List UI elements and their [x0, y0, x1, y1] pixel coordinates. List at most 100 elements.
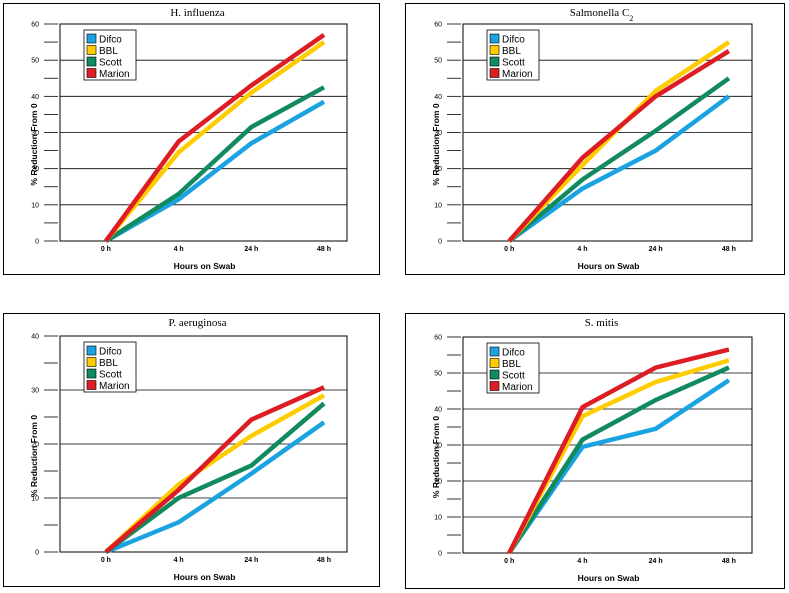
- x-tick-label: 4 h: [174, 557, 184, 564]
- y-tick-label: 50: [434, 58, 442, 65]
- legend-swatch: [86, 45, 97, 55]
- y-tick-label: 60: [434, 335, 442, 342]
- plot-frame: [59, 335, 348, 553]
- legend-label: BBL: [502, 46, 521, 57]
- x-tick-label: 24 h: [244, 557, 258, 564]
- legend-swatch: [86, 357, 97, 367]
- chart-title: Salmonella C2: [570, 7, 634, 23]
- chart-panel-s-mitis: S. mitis 0 10 20 30 40 50 60 0 h 4 h 24 h 48 h Hours…: [405, 313, 785, 589]
- x-axis-label: Hours on Swab: [174, 572, 236, 582]
- legend-swatch: [86, 345, 97, 356]
- series-line-difco: [105, 420, 326, 555]
- y-tick-label: 20: [31, 166, 39, 173]
- y-tick-label: 40: [434, 94, 442, 101]
- series-line-scott: [507, 76, 731, 243]
- legend-label: Difco: [99, 35, 122, 46]
- y-tick-label: 60: [434, 22, 442, 29]
- legend-label: Marion: [502, 382, 533, 393]
- legend-swatch: [489, 358, 500, 368]
- x-tick-label: 24 h: [649, 558, 663, 565]
- legend-label: Difco: [502, 348, 525, 359]
- x-tick-label: 4 h: [174, 246, 184, 253]
- chart-title-subscript: 2: [629, 14, 633, 23]
- chart-title: P. aeruginosa: [168, 317, 226, 329]
- y-tick-label: 60: [31, 22, 39, 29]
- x-axis-label: Hours on Swab: [578, 573, 640, 583]
- series-line-marion: [507, 347, 730, 555]
- legend-swatch: [489, 346, 500, 357]
- legend-label: Scott: [502, 58, 525, 69]
- series-line-bbl: [104, 40, 326, 243]
- series-line-scott: [104, 85, 326, 243]
- x-tick-label: 0 h: [101, 557, 111, 564]
- legend-label: Scott: [99, 370, 122, 381]
- legend-label: Marion: [502, 69, 533, 80]
- y-axis-label: % Reduction From 0: [29, 103, 39, 185]
- plot-frame: [59, 23, 348, 242]
- y-tick-label: 30: [31, 388, 39, 395]
- legend-swatch: [86, 368, 97, 379]
- y-tick-label: 40: [31, 334, 39, 341]
- legend-label: Scott: [99, 58, 122, 69]
- x-tick-label: 24 h: [244, 246, 258, 253]
- legend-swatch: [489, 56, 500, 67]
- legend-swatch: [489, 68, 500, 78]
- legend-swatch: [489, 45, 500, 55]
- series-line-marion: [507, 49, 731, 243]
- chart-panel-salmonella: Salmonella C2 0 10 20 30 40 50 60 0 h 4 h 24 h 48 h…: [405, 3, 785, 275]
- y-tick-label: 30: [434, 443, 442, 450]
- y-tick-label: 10: [434, 202, 442, 209]
- legend-label: Scott: [502, 371, 525, 382]
- legend-label: Difco: [502, 35, 525, 46]
- y-tick-label: 10: [31, 202, 39, 209]
- series-line-difco: [507, 94, 731, 243]
- y-tick-label: 30: [434, 130, 442, 137]
- x-tick-label: 0 h: [504, 558, 514, 565]
- plot-frame: [462, 23, 753, 242]
- y-tick-label: 10: [434, 515, 442, 522]
- chart-svg-p-aeruginosa: P. aeruginosa 0 10 20 30 40 0 h 4 h 24 h 48 h Hour…: [29, 317, 348, 582]
- y-tick-label: 20: [434, 166, 442, 173]
- chart-svg-h-influenza: H. influenza 0 10 20 30 40 50 60 0 h 4 h 24 h 48 h H…: [29, 7, 348, 271]
- y-tick-label: 40: [31, 94, 39, 101]
- series-line-difco: [104, 99, 326, 243]
- chart-panel-p-aeruginosa: P. aeruginosa 0 10 20 30 40 0 h 4 h 24 h 48 h Hour…: [3, 313, 380, 587]
- chart-title: S. mitis: [585, 317, 619, 329]
- plot-frame: [462, 336, 753, 554]
- x-tick-label: 48 h: [317, 557, 331, 564]
- x-tick-label: 4 h: [577, 246, 587, 253]
- y-tick-label: 0: [35, 239, 39, 246]
- chart-svg-salmonella: Salmonella C2 0 10 20 30 40 50 60 0 h 4 h 24 h 48 h…: [431, 7, 753, 271]
- y-tick-label: 10: [31, 496, 39, 503]
- x-tick-label: 4 h: [577, 558, 587, 565]
- legend-label: Marion: [99, 381, 130, 392]
- series-line-scott: [104, 401, 326, 554]
- x-tick-label: 48 h: [722, 558, 736, 565]
- chart-panel-h-influenza: H. influenza 0 10 20 30 40 50 60 0 h 4 h 24 h 48 h H…: [3, 3, 380, 275]
- y-axis-label: % Reduction From 0: [29, 415, 39, 497]
- x-tick-label: 24 h: [649, 246, 663, 253]
- y-axis-label: % Reduction From 0: [431, 103, 441, 185]
- chart-svg-s-mitis: S. mitis 0 10 20 30 40 50 60 0 h 4 h 24 h 48 h Hours…: [431, 317, 753, 583]
- y-axis-label: % Reduction From 0: [431, 416, 441, 498]
- legend-swatch: [86, 33, 97, 44]
- legend-label: BBL: [99, 358, 118, 369]
- y-tick-label: 50: [434, 371, 442, 378]
- legend-label: Marion: [99, 69, 130, 80]
- legend-swatch: [489, 33, 500, 44]
- x-tick-label: 0 h: [504, 246, 514, 253]
- y-tick-label: 0: [438, 551, 442, 558]
- y-tick-label: 30: [31, 130, 39, 137]
- y-tick-label: 20: [31, 442, 39, 449]
- chart-title: H. influenza: [170, 7, 224, 19]
- legend-label: Difco: [99, 347, 122, 358]
- series-line-marion: [104, 385, 325, 554]
- x-tick-label: 48 h: [317, 246, 331, 253]
- legend-swatch: [489, 381, 500, 391]
- series-line-marion: [104, 33, 326, 243]
- x-axis-label: Hours on Swab: [578, 261, 640, 271]
